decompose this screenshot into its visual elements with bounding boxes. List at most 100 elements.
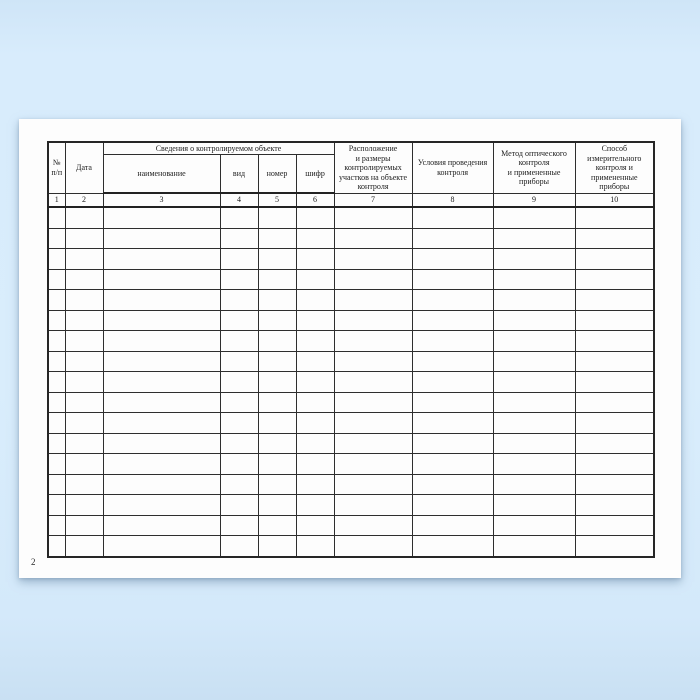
- table-row: [47, 268, 655, 290]
- table-cell: [64, 289, 104, 311]
- col-header-kind: вид: [219, 154, 259, 194]
- col-group-header-object-info: Сведения о контролируемом объекте: [102, 141, 335, 155]
- col-number: 4: [219, 192, 259, 208]
- table-cell: [219, 453, 259, 475]
- table-cell: [102, 432, 221, 454]
- table-cell: [64, 473, 104, 495]
- table-cell: [47, 412, 66, 434]
- table-cell: [295, 248, 335, 270]
- table-cell: [574, 309, 655, 331]
- table-row: [47, 248, 655, 270]
- table-cell: [411, 227, 494, 249]
- table-cell: [47, 227, 66, 249]
- table-cell: [333, 432, 413, 454]
- table-cell: [333, 268, 413, 290]
- table-cell: [574, 412, 655, 434]
- col-header-cipher: шифр: [295, 154, 335, 194]
- table-cell: [574, 227, 655, 249]
- table-cell: [295, 514, 335, 536]
- table-cell: [333, 371, 413, 393]
- table-cell: [295, 289, 335, 311]
- table-cell: [411, 268, 494, 290]
- table-row: [47, 535, 655, 557]
- table-cell: [492, 248, 576, 270]
- col-number: 2: [64, 192, 104, 208]
- table-cell: [295, 206, 335, 229]
- table-cell: [411, 206, 494, 229]
- table-cell: [47, 289, 66, 311]
- table-cell: [64, 268, 104, 290]
- table-cell: [295, 268, 335, 290]
- table-row: [47, 453, 655, 475]
- table-cell: [411, 350, 494, 372]
- table-cell: [492, 330, 576, 352]
- col-number: 1: [47, 192, 66, 208]
- col-header-name: наименование: [102, 154, 221, 194]
- table-cell: [102, 268, 221, 290]
- header-row-sub: наименование вид номер шифр: [48, 154, 654, 194]
- table-cell: [102, 289, 221, 311]
- table-cell: [47, 535, 66, 557]
- table-cell: [219, 289, 259, 311]
- table-cell: [102, 535, 221, 557]
- table-cell: [102, 206, 221, 229]
- table-cell: [64, 412, 104, 434]
- table-row: [47, 371, 655, 393]
- table-cell: [295, 432, 335, 454]
- table-cell: [64, 371, 104, 393]
- table-row: [47, 289, 655, 311]
- table-row: [47, 494, 655, 516]
- table-cell: [257, 391, 297, 413]
- table-cell: [333, 453, 413, 475]
- table-cell: [47, 350, 66, 372]
- table-cell: [47, 371, 66, 393]
- table-cell: [47, 206, 66, 229]
- table-cell: [295, 309, 335, 331]
- table-cell: [492, 391, 576, 413]
- table-cell: [333, 289, 413, 311]
- table-cell: [574, 391, 655, 413]
- table-cell: [492, 412, 576, 434]
- table-cell: [219, 330, 259, 352]
- table-cell: [411, 309, 494, 331]
- table-cell: [219, 350, 259, 372]
- table-cell: [257, 473, 297, 495]
- table-cell: [102, 227, 221, 249]
- table-cell: [411, 514, 494, 536]
- table-cell: [102, 514, 221, 536]
- table-cell: [219, 268, 259, 290]
- table-cell: [219, 494, 259, 516]
- table-cell: [333, 514, 413, 536]
- table-cell: [492, 473, 576, 495]
- table-cell: [492, 268, 576, 290]
- col-number: 10: [574, 192, 655, 208]
- journal-page: № п/п Дата Сведения о контролируемом объ…: [19, 119, 681, 578]
- table-cell: [257, 350, 297, 372]
- table-cell: [257, 248, 297, 270]
- table-cell: [257, 227, 297, 249]
- table-cell: [492, 453, 576, 475]
- table-cell: [295, 453, 335, 475]
- table-cell: [219, 473, 259, 495]
- table-cell: [102, 309, 221, 331]
- table-cell: [47, 453, 66, 475]
- table-cell: [47, 494, 66, 516]
- table-row: [47, 330, 655, 352]
- table-cell: [574, 432, 655, 454]
- table-cell: [257, 514, 297, 536]
- table-row: [47, 309, 655, 331]
- table-cell: [574, 535, 655, 557]
- table-cell: [47, 330, 66, 352]
- col-number: 9: [492, 192, 576, 208]
- table-cell: [47, 473, 66, 495]
- table-cell: [492, 227, 576, 249]
- table-cell: [102, 412, 221, 434]
- table-cell: [47, 309, 66, 331]
- table-cell: [411, 412, 494, 434]
- table-row: [47, 473, 655, 495]
- table-cell: [295, 371, 335, 393]
- col-header-measuring-method: Способ измерительного контроля и примене…: [574, 141, 655, 194]
- table-cell: [411, 289, 494, 311]
- table-cell: [219, 535, 259, 557]
- table-cell: [64, 350, 104, 372]
